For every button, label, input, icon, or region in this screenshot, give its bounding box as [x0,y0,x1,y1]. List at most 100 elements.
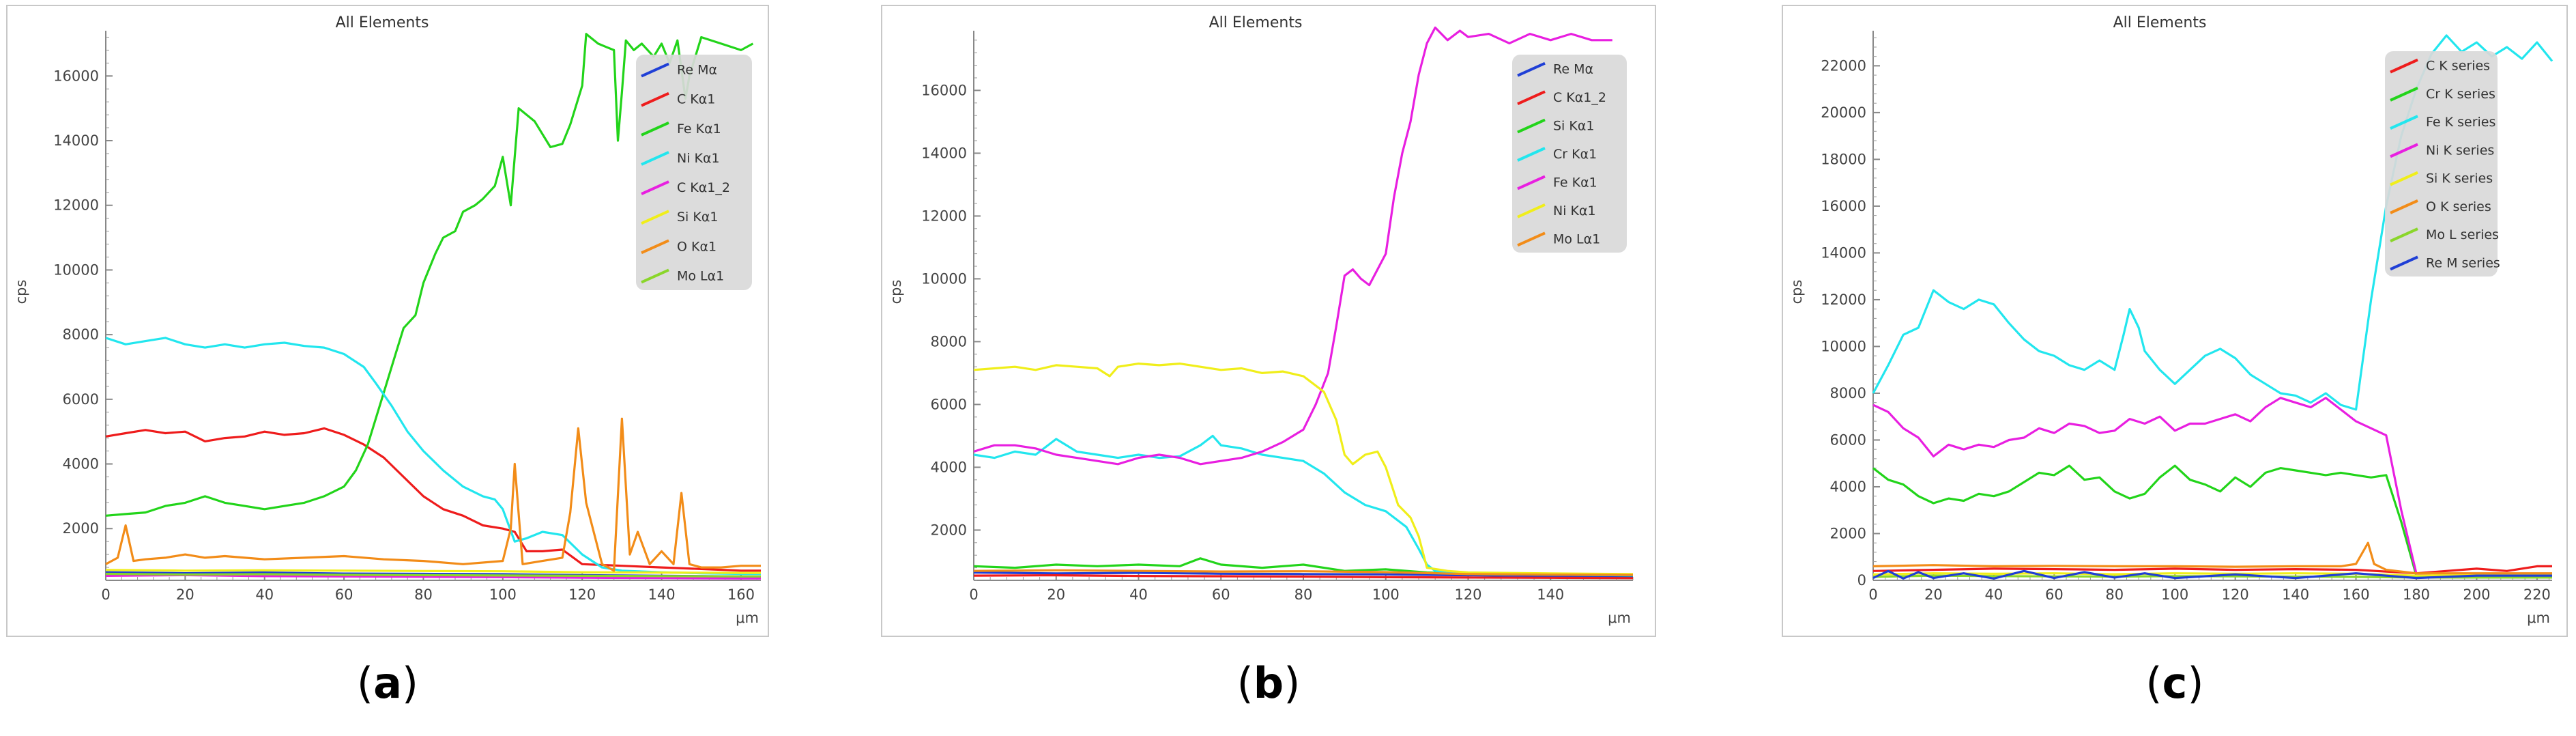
y-tick-label: 6000 [1830,431,1866,448]
series-line-C-Kα1_2 [973,574,1634,580]
y-tick-label: 16000 [1821,198,1866,214]
legend-label: C Kα1_2 [677,180,730,195]
y-tick-label: 4000 [1830,479,1866,495]
legend-swatch [641,180,669,195]
legend-label: Mo Lα1 [1553,231,1600,246]
legend-swatch [641,151,669,166]
legend-swatch [641,210,669,225]
legend-label: Si Kα1 [1553,119,1594,134]
legend-label: Ni Kα1 [1553,203,1596,218]
series-line-Fe-K-series [1872,34,2553,411]
x-tick-label: 140 [648,586,675,603]
series-line-Ni-K-series [1872,397,2552,577]
legend-swatch [2390,87,2418,102]
x-tick-label: 140 [1537,586,1564,603]
legend-swatch [641,239,669,255]
legend-swatch [1517,175,1546,190]
legend-label: Fe Kα1 [1553,175,1597,190]
series-line-Ni-Kα1 [105,337,761,576]
series-line-Re-Mα [973,571,1634,578]
y-tick-label: 20000 [1821,104,1866,121]
x-tick-label: 220 [2523,586,2551,603]
legend-label: C Kα1 [677,92,715,107]
legend-swatch [2390,143,2418,158]
panel-label: (c) [2145,658,2203,708]
legend-label: C Kα1_2 [1553,90,1606,105]
series-line-Re-M-series [1872,569,2552,580]
series-line-Cr-K-series [1872,464,2552,578]
legend-swatch [641,268,669,284]
legend-swatch [641,121,669,137]
y-tick-label: 16000 [53,68,99,84]
legend-swatch [1517,203,1546,218]
panel-label: (a) [357,658,418,708]
series-line-Ni-Kα1 [973,362,1634,576]
y-tick-label: 12000 [1821,292,1866,308]
x-tick-label: 0 [1868,586,1877,603]
x-tick-label: 140 [2282,586,2309,603]
y-tick-label: 14000 [1821,244,1866,261]
series-line-C-Kα1 [105,427,761,572]
x-tick-label: 20 [1924,586,1943,603]
y-tick-label: 6000 [63,391,99,408]
legend-label: Re M series [2426,255,2500,270]
x-tick-label: 120 [2222,586,2249,603]
x-tick-label: 0 [969,586,978,603]
legend: C K series Cr K series Fe K series Ni K ser… [2385,51,2500,277]
legend-label: O K series [2426,199,2491,214]
series-line-Si-Kα1 [105,569,761,574]
legend-swatch [1517,61,1546,77]
series-line-Fe-Kα1 [973,26,1612,466]
legend-label: Si Kα1 [677,210,718,225]
y-tick-label: 10000 [921,270,967,287]
chart-title: All Elements [1209,14,1303,31]
legend-label: Fe K series [2426,115,2495,130]
x-tick-label: 20 [176,586,194,603]
x-tick-label: 20 [1047,586,1065,603]
x-tick-label: 120 [1454,586,1481,603]
panel-label: (b) [1237,658,1301,708]
x-tick-label: 180 [2403,586,2430,603]
legend-swatch [2390,115,2418,130]
x-tick-label: 60 [1212,586,1230,603]
y-tick-label: 0 [1857,572,1866,589]
y-tick-label: 2000 [1830,525,1866,541]
chart-panel-3: All Elements0200040006000800010000120001… [1782,5,2568,637]
y-tick-label: 12000 [53,197,99,214]
x-tick-label: 80 [414,586,433,603]
y-tick-label: 2000 [931,522,967,538]
x-tick-label: 200 [2463,586,2490,603]
legend-swatch [641,91,669,107]
legend-label: Ni K series [2426,143,2494,158]
x-tick-label: 100 [489,586,517,603]
series-line-Si-K-series [1872,572,2552,577]
y-tick-label: 4000 [63,456,99,472]
series-line-C-Kα1_2 [105,574,761,580]
y-tick-label: 10000 [1821,338,1866,354]
legend-label: Mo Lα1 [677,268,724,283]
y-tick-label: 22000 [1821,57,1866,74]
x-tick-label: 160 [2343,586,2370,603]
legend-swatch [1517,118,1546,134]
x-axis-label: μm [736,610,759,626]
series-line-O-K-series [1872,541,2552,575]
x-tick-label: 60 [335,586,353,603]
series-line-O-Kα1 [105,417,761,572]
legend-label: Cr K series [2426,87,2495,102]
legend-box [1512,55,1627,253]
x-tick-label: 100 [1372,586,1400,603]
y-tick-label: 8000 [1830,385,1866,401]
y-tick-label: 14000 [53,132,99,149]
y-axis-label: cps [1789,280,1805,305]
chart-title: All Elements [336,14,429,31]
legend-swatch [2390,199,2418,214]
legend-box [636,55,752,290]
legend-swatch [1517,231,1546,247]
legend-swatch [2390,227,2418,242]
y-axis-label: cps [13,280,29,305]
legend: Re Mα C Kα1_2 Si Kα1 Cr Kα1 Fe Kα1 Ni Kα1 Mo L… [1512,55,1627,253]
legend-label: Si K series [2426,171,2493,186]
legend: Re Mα C Kα1 Fe Kα1 Ni Kα1 C Kα1_2 Si Kα1 O Kα1… [636,55,752,290]
legend-label: Mo L series [2426,227,2499,242]
